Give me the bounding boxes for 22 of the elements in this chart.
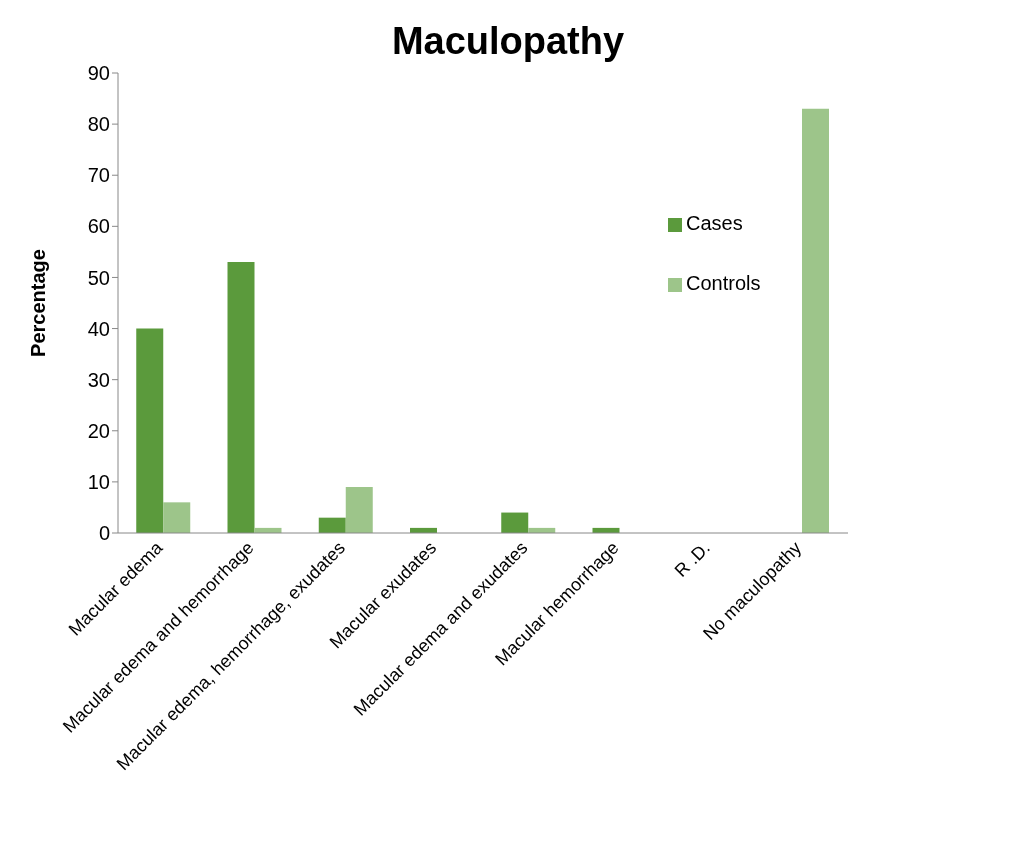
legend-label: Controls xyxy=(686,272,761,294)
y-tick-label: 50 xyxy=(87,266,110,289)
y-tick-label: 60 xyxy=(87,215,110,238)
y-tick-label: 20 xyxy=(87,419,110,442)
y-tick-label: 90 xyxy=(87,62,110,85)
y-axis-title: Percentage xyxy=(27,249,50,357)
y-tick-label: 10 xyxy=(87,470,110,493)
y-tick-label: 30 xyxy=(87,368,110,391)
bar xyxy=(227,262,255,533)
x-tick-label: R .D. xyxy=(670,537,714,581)
y-tick-label: 70 xyxy=(87,164,110,187)
chart-title: Maculopathy xyxy=(390,20,626,63)
bar xyxy=(136,328,164,533)
legend-label: Cases xyxy=(686,212,743,234)
y-tick-label: 0 xyxy=(98,522,110,545)
bar xyxy=(802,108,829,533)
y-tick-label: 80 xyxy=(87,113,110,136)
bar xyxy=(163,502,191,533)
bar xyxy=(345,487,373,533)
bar xyxy=(501,512,529,533)
bar xyxy=(318,517,346,533)
y-tick-label: 40 xyxy=(87,317,110,340)
